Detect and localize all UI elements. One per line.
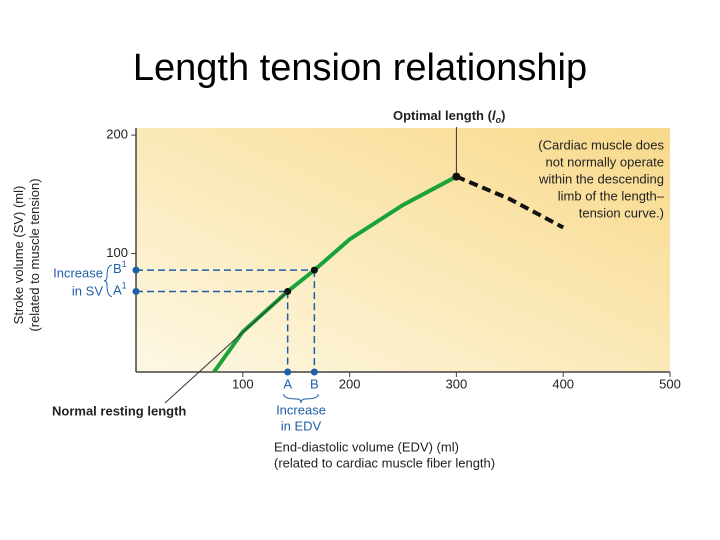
edv-label: in EDV (281, 418, 322, 433)
x-tick-label: 200 (339, 376, 361, 391)
point (310, 266, 318, 274)
y-axis-label-line: Stroke volume (SV) (ml) (11, 186, 26, 325)
note-line: not normally operate (545, 154, 664, 169)
optimal-text: Optimal length ( (393, 108, 493, 123)
marker-label: B1 (113, 260, 127, 277)
y-axis-label: Stroke volume (SV) (ml)(related to muscl… (11, 178, 42, 331)
slide-title: Length tension relationship (133, 47, 587, 89)
x-axis-label: End-diastolic volume (EDV) (ml) (274, 439, 459, 454)
note-line: tension curve.) (579, 205, 664, 220)
axis-dot (310, 368, 318, 376)
optimal-italic: l (492, 108, 496, 123)
x-tick-label: 500 (659, 376, 681, 391)
marker-sup: 1 (122, 281, 127, 291)
x-tick-label: 400 (552, 376, 574, 391)
brace (103, 264, 113, 297)
brace (283, 393, 319, 404)
y-tick-label: 200 (106, 127, 128, 142)
note-line: limb of the length– (558, 188, 665, 203)
optimal-sub: o (496, 115, 502, 125)
edv-label: Increase (276, 402, 326, 417)
y-axis-label-line: (related to muscle tension) (27, 178, 42, 331)
optimal-label: Optimal length (lo) (393, 108, 505, 125)
leader (164, 291, 288, 404)
axis-dot (132, 266, 140, 274)
curve (455, 174, 565, 230)
x-axis-label: (related to cardiac muscle fiber length) (274, 455, 495, 470)
axis-dot (284, 368, 292, 376)
plot-background (136, 128, 670, 372)
marker-label: A1 (113, 281, 127, 298)
optimal-close: ) (501, 108, 505, 123)
axis-dot (132, 287, 140, 295)
resting-label: Normal resting length (52, 403, 186, 418)
x-marker-label: A (283, 376, 292, 391)
note-line: within the descending (538, 171, 664, 186)
sv-label: in SV (72, 284, 103, 299)
marker-sup: 1 (122, 260, 127, 270)
x-tick-label: 300 (446, 376, 468, 391)
x-tick-label: 100 (232, 376, 254, 391)
sv-label: Increase (53, 266, 103, 281)
marker-letter: A (113, 283, 122, 298)
note-line: (Cardiac muscle does (538, 137, 664, 152)
y-tick-label: 100 (106, 245, 128, 260)
marker-letter: B (113, 262, 122, 277)
x-marker-label: B (310, 376, 319, 391)
peak-point (452, 172, 461, 181)
